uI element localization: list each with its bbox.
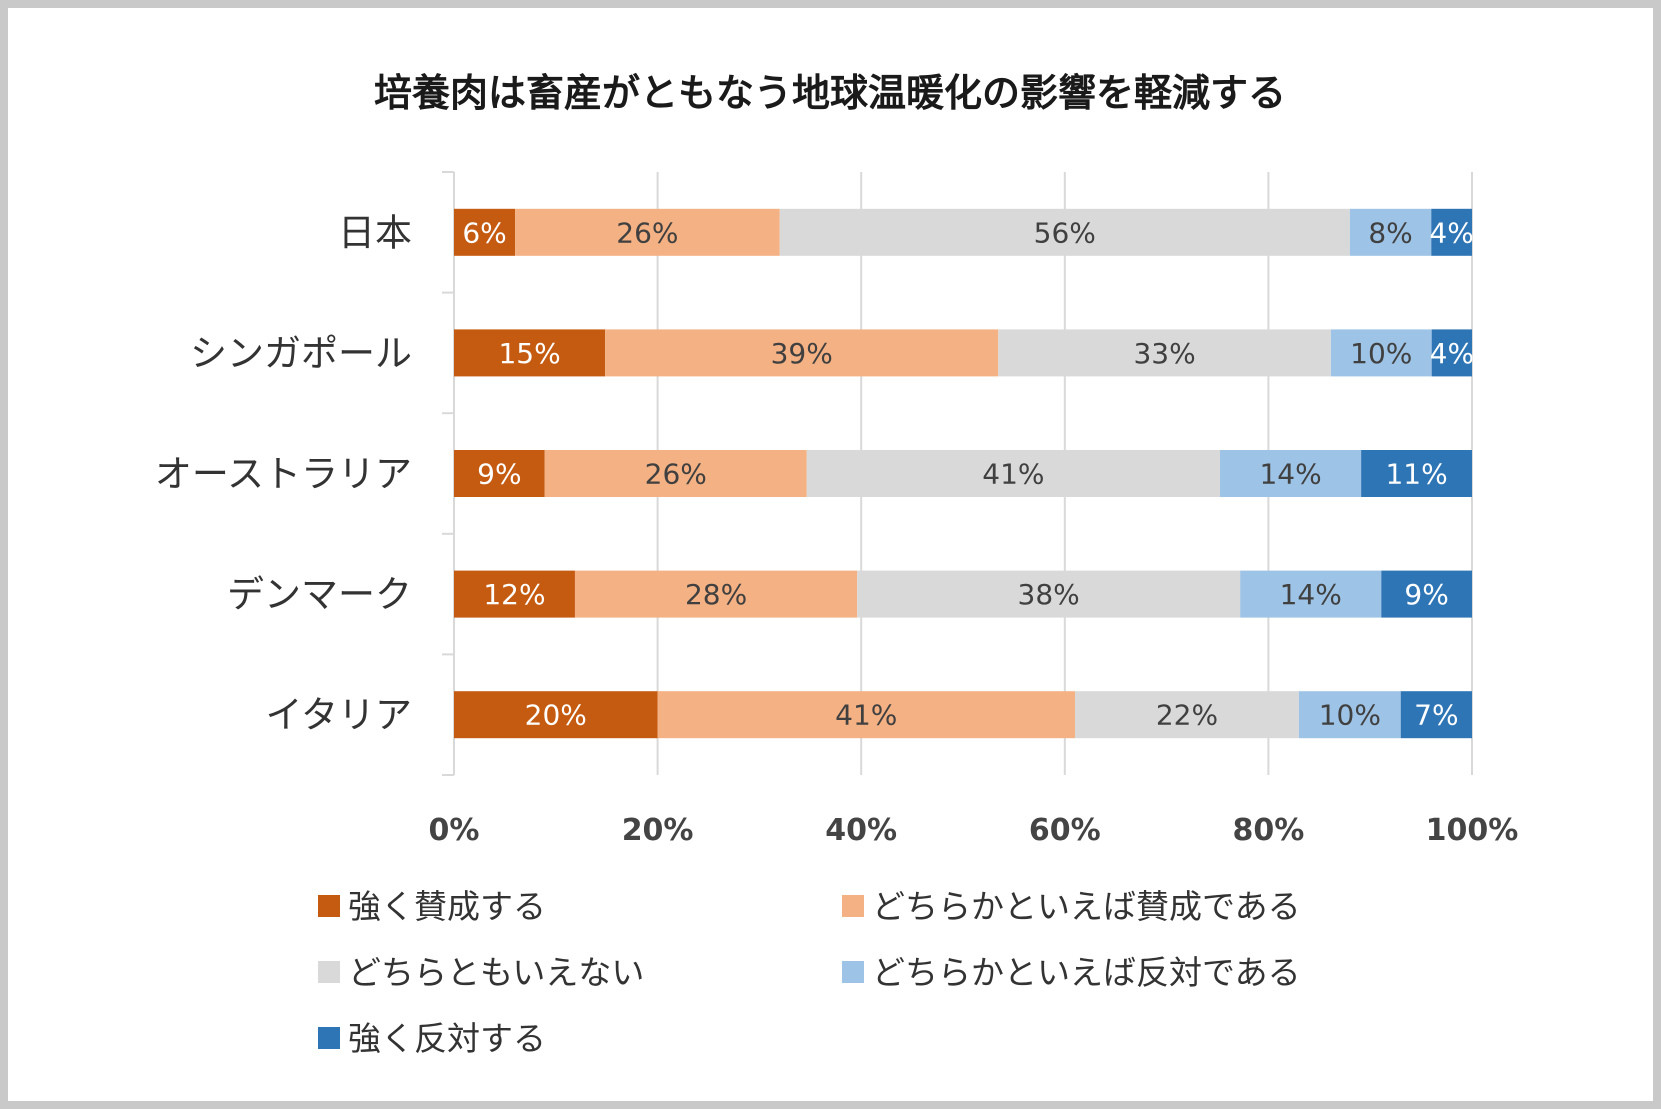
bar-segment <box>1349 208 1432 256</box>
bar-segment <box>1431 208 1472 256</box>
data-label: 6% <box>462 216 506 249</box>
legend-swatch <box>842 961 864 983</box>
x-tick-label: 100% <box>1426 813 1519 848</box>
x-tick-label: 0% <box>429 813 480 848</box>
data-label: 26% <box>645 458 707 491</box>
data-label: 15% <box>498 337 560 370</box>
bar-segment <box>574 570 858 618</box>
bar-segment <box>1240 570 1382 618</box>
legend-label: 強く賛成する <box>348 887 546 926</box>
data-label: 41% <box>982 458 1044 491</box>
data-label: 41% <box>835 699 897 732</box>
chart-title: 培養肉は畜産がともなう地球温暖化の影響を軽減する <box>374 71 1286 115</box>
data-label: 4% <box>1429 216 1473 249</box>
category-label: デンマーク <box>227 573 412 616</box>
legend-label: どちらともいえない <box>348 953 644 992</box>
bar-segment <box>1431 329 1472 377</box>
category-label: オーストラリア <box>155 453 412 496</box>
bar-segment <box>806 450 1221 497</box>
data-label: 28% <box>685 578 747 611</box>
bar-segment <box>454 450 545 497</box>
legend-label: どちらかといえば賛成である <box>872 887 1301 926</box>
legend-swatch <box>318 895 340 917</box>
bar-segment <box>515 208 780 256</box>
bar-segment <box>544 450 807 497</box>
bar-segment <box>454 691 658 739</box>
x-tick-label: 40% <box>825 813 897 848</box>
data-label: 10% <box>1350 337 1412 370</box>
bar-segment <box>1298 691 1401 739</box>
x-tick-label: 20% <box>622 813 694 848</box>
category-label: イタリア <box>265 694 412 737</box>
data-label: 14% <box>1280 578 1342 611</box>
data-label: 8% <box>1368 216 1412 249</box>
bar-segment <box>454 570 575 618</box>
bar-segment <box>657 691 1075 739</box>
data-label: 9% <box>1404 578 1448 611</box>
category-label: 日本 <box>338 211 412 254</box>
legend-swatch <box>842 895 864 917</box>
x-axis-ticks: 0% 20% 40% 60% 80% 100% <box>429 813 1519 848</box>
data-label: 7% <box>1414 699 1458 732</box>
legend-label: 強く反対する <box>348 1019 546 1058</box>
bar-segment <box>857 570 1241 618</box>
data-label: 12% <box>483 578 545 611</box>
data-label: 9% <box>477 458 521 491</box>
bars: 6% 26% 56% 8% 4% 15% 39% 33% 10% 4% 9% 26% 41% 14% 11%… <box>454 208 1474 739</box>
bar-segment <box>1220 450 1362 497</box>
data-label: 20% <box>525 699 587 732</box>
bar-segment <box>779 208 1350 256</box>
bar-segment <box>998 329 1331 377</box>
bar-segment <box>1361 450 1472 497</box>
data-label: 14% <box>1259 458 1321 491</box>
bar-segment <box>1330 329 1432 377</box>
bar-segment <box>605 329 999 377</box>
data-label: 26% <box>616 216 678 249</box>
data-label: 11% <box>1385 458 1447 491</box>
data-label: 39% <box>771 337 833 370</box>
x-tick-label: 80% <box>1232 813 1304 848</box>
category-label: シンガポール <box>190 332 412 375</box>
data-label: 22% <box>1156 699 1218 732</box>
data-label: 56% <box>1034 216 1096 249</box>
legend-label: どちらかといえば反対である <box>872 953 1301 992</box>
legend-swatch <box>318 961 340 983</box>
x-tick-label: 60% <box>1029 813 1101 848</box>
bar-segment <box>1381 570 1472 618</box>
bar-segment <box>1074 691 1299 739</box>
data-label: 33% <box>1133 337 1195 370</box>
bar-segment <box>1400 691 1472 739</box>
data-label: 4% <box>1430 337 1474 370</box>
bar-segment <box>454 329 606 377</box>
data-label: 38% <box>1018 578 1080 611</box>
data-label: 10% <box>1319 699 1381 732</box>
bar-segment <box>454 208 516 256</box>
legend-swatch <box>318 1027 340 1049</box>
